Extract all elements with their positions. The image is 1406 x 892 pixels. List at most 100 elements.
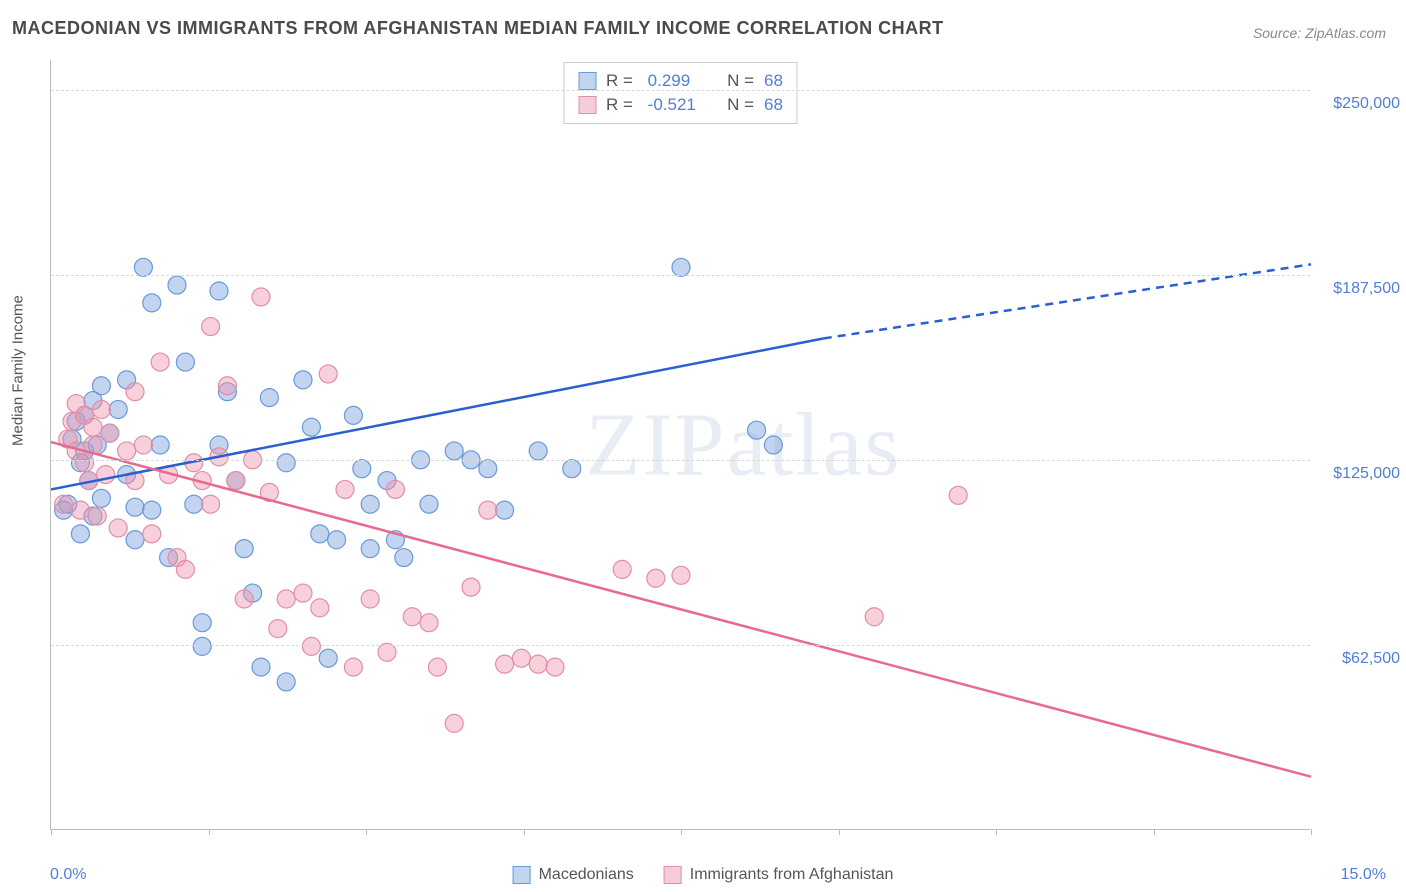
scatter-point bbox=[277, 454, 295, 472]
y-tick-label: $187,500 bbox=[1320, 280, 1400, 298]
x-tick bbox=[839, 829, 840, 835]
scatter-point bbox=[84, 418, 102, 436]
r-value: -0.521 bbox=[648, 95, 708, 115]
scatter-point bbox=[479, 501, 497, 519]
correlation-legend: R = 0.299 N = 68R = -0.521 N = 68 bbox=[563, 62, 798, 124]
scatter-point bbox=[496, 655, 514, 673]
y-tick-label: $125,000 bbox=[1320, 465, 1400, 483]
scatter-point bbox=[420, 495, 438, 513]
grid-line bbox=[51, 275, 1310, 276]
scatter-point bbox=[277, 590, 295, 608]
x-tick bbox=[209, 829, 210, 835]
scatter-point bbox=[302, 637, 320, 655]
scatter-point bbox=[252, 658, 270, 676]
scatter-point bbox=[764, 436, 782, 454]
grid-line bbox=[51, 645, 1310, 646]
scatter-point bbox=[277, 673, 295, 691]
scatter-point bbox=[395, 549, 413, 567]
scatter-point bbox=[294, 371, 312, 389]
r-value: 0.299 bbox=[648, 71, 708, 91]
scatter-point bbox=[235, 540, 253, 558]
scatter-point bbox=[512, 649, 530, 667]
scatter-point bbox=[672, 566, 690, 584]
y-tick-label: $62,500 bbox=[1320, 650, 1400, 668]
scatter-point bbox=[118, 442, 136, 460]
scatter-point bbox=[445, 442, 463, 460]
grid-line bbox=[51, 460, 1310, 461]
x-axis-max-label: 15.0% bbox=[1341, 866, 1386, 884]
n-label: N = bbox=[718, 71, 754, 91]
scatter-point bbox=[71, 525, 89, 543]
scatter-point bbox=[101, 424, 119, 442]
scatter-point bbox=[328, 531, 346, 549]
scatter-point bbox=[311, 525, 329, 543]
scatter-point bbox=[479, 460, 497, 478]
scatter-point bbox=[529, 655, 547, 673]
x-tick bbox=[366, 829, 367, 835]
scatter-point bbox=[227, 472, 245, 490]
scatter-point bbox=[92, 489, 110, 507]
x-tick bbox=[681, 829, 682, 835]
scatter-point bbox=[76, 454, 94, 472]
y-tick-label: $250,000 bbox=[1320, 95, 1400, 113]
scatter-point bbox=[403, 608, 421, 626]
scatter-point bbox=[672, 258, 690, 276]
scatter-point bbox=[126, 531, 144, 549]
scatter-point bbox=[126, 383, 144, 401]
legend-label: Macedonians bbox=[539, 866, 634, 884]
legend-label: Immigrants from Afghanistan bbox=[690, 866, 894, 884]
plot-area: ZIPatlas R = 0.299 N = 68R = -0.521 N = … bbox=[50, 60, 1310, 830]
scatter-point bbox=[109, 400, 127, 418]
chart-svg bbox=[51, 60, 1310, 829]
scatter-point bbox=[143, 294, 161, 312]
x-tick bbox=[1154, 829, 1155, 835]
y-axis-label: Median Family Income bbox=[10, 295, 27, 446]
r-label: R = bbox=[606, 95, 638, 115]
scatter-point bbox=[260, 389, 278, 407]
scatter-point bbox=[134, 258, 152, 276]
scatter-point bbox=[420, 614, 438, 632]
scatter-point bbox=[126, 498, 144, 516]
scatter-point bbox=[193, 614, 211, 632]
x-tick bbox=[996, 829, 997, 835]
legend-item: Immigrants from Afghanistan bbox=[664, 866, 894, 884]
scatter-point bbox=[529, 442, 547, 460]
x-tick bbox=[1311, 829, 1312, 835]
scatter-point bbox=[445, 714, 463, 732]
scatter-point bbox=[563, 460, 581, 478]
grid-line bbox=[51, 90, 1310, 91]
scatter-point bbox=[378, 643, 396, 661]
scatter-point bbox=[143, 525, 161, 543]
scatter-point bbox=[176, 353, 194, 371]
x-tick bbox=[524, 829, 525, 835]
scatter-point bbox=[613, 560, 631, 578]
legend-swatch-icon bbox=[578, 96, 596, 114]
scatter-point bbox=[88, 507, 106, 525]
legend-swatch-icon bbox=[578, 72, 596, 90]
scatter-point bbox=[336, 480, 354, 498]
scatter-point bbox=[294, 584, 312, 602]
scatter-point bbox=[176, 560, 194, 578]
scatter-point bbox=[55, 495, 73, 513]
scatter-point bbox=[361, 590, 379, 608]
scatter-point bbox=[71, 501, 89, 519]
scatter-point bbox=[185, 495, 203, 513]
r-label: R = bbox=[606, 71, 638, 91]
scatter-point bbox=[235, 590, 253, 608]
scatter-point bbox=[647, 569, 665, 587]
scatter-point bbox=[344, 658, 362, 676]
scatter-point bbox=[218, 377, 236, 395]
legend-item: Macedonians bbox=[513, 866, 634, 884]
scatter-point bbox=[193, 637, 211, 655]
scatter-point bbox=[319, 365, 337, 383]
scatter-point bbox=[311, 599, 329, 617]
scatter-point bbox=[865, 608, 883, 626]
scatter-point bbox=[109, 519, 127, 537]
scatter-point bbox=[202, 495, 220, 513]
scatter-point bbox=[546, 658, 564, 676]
n-value: 68 bbox=[764, 71, 783, 91]
scatter-point bbox=[949, 486, 967, 504]
source-label: Source: ZipAtlas.com bbox=[1253, 25, 1386, 41]
n-label: N = bbox=[718, 95, 754, 115]
scatter-point bbox=[143, 501, 161, 519]
